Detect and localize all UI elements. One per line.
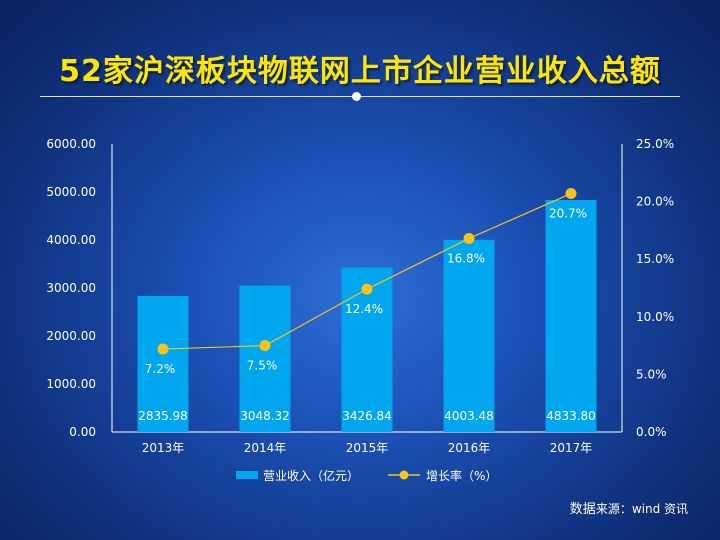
y-right-tick-label: 20.0% — [636, 195, 674, 209]
legend-line-label: 增长率（%） — [426, 468, 497, 483]
y-left-tick-label: 0.00 — [69, 425, 96, 439]
y-left-tick-label: 4000.00 — [46, 233, 96, 247]
y-left-tick-label: 2000.00 — [46, 329, 96, 343]
bar-revenue — [545, 199, 597, 432]
source-note: 数据来源：wind 资讯 — [570, 498, 688, 517]
growth-rate-label: 7.2% — [145, 362, 176, 376]
legend-bar-label: 营业收入（亿元） — [263, 468, 359, 483]
growth-rate-label: 20.7% — [549, 207, 587, 221]
growth-rate-point — [565, 188, 577, 200]
legend-bar-swatch — [236, 471, 258, 479]
y-left-tick-label: 1000.00 — [46, 377, 96, 391]
growth-rate-label: 12.4% — [345, 302, 383, 316]
x-tick-label: 2017年 — [550, 441, 593, 455]
growth-rate-point — [463, 232, 475, 244]
bar-value-label: 3426.84 — [342, 409, 392, 423]
bar-value-label: 4003.48 — [444, 409, 494, 423]
y-left-tick-label: 3000.00 — [46, 281, 96, 295]
y-right-tick-label: 15.0% — [636, 252, 674, 266]
growth-rate-point — [259, 340, 271, 352]
growth-rate-label: 7.5% — [247, 359, 278, 373]
growth-rate-point — [157, 343, 169, 355]
y-right-tick-label: 25.0% — [636, 137, 674, 151]
x-tick-label: 2014年 — [244, 441, 287, 455]
y-right-tick-label: 5.0% — [636, 367, 667, 381]
bar-revenue — [137, 295, 189, 432]
bar-revenue — [341, 267, 393, 432]
growth-rate-label: 16.8% — [447, 251, 485, 265]
bar-value-label: 4833.80 — [546, 409, 596, 423]
source-prefix: 数据 — [569, 502, 596, 517]
y-left-tick-label: 5000.00 — [46, 185, 96, 199]
growth-rate-point — [361, 283, 373, 295]
y-right-tick-label: 10.0% — [636, 310, 674, 324]
title-divider-dot — [352, 92, 361, 101]
bar-value-label: 3048.32 — [240, 409, 290, 423]
bar-value-label: 2835.98 — [138, 409, 188, 423]
x-tick-label: 2013年 — [142, 441, 185, 455]
x-tick-label: 2016年 — [448, 441, 491, 455]
x-tick-label: 2015年 — [346, 441, 389, 455]
source-text: 来源：wind 资讯 — [595, 502, 688, 516]
bar-revenue — [443, 239, 495, 432]
chart-title: 52家沪深板块物联网上市企业营业收入总额 — [59, 54, 661, 89]
bar-revenue — [239, 285, 291, 432]
y-left-tick-label: 6000.00 — [46, 137, 96, 151]
legend-line-marker — [399, 470, 409, 480]
y-right-tick-label: 0.0% — [636, 425, 667, 439]
